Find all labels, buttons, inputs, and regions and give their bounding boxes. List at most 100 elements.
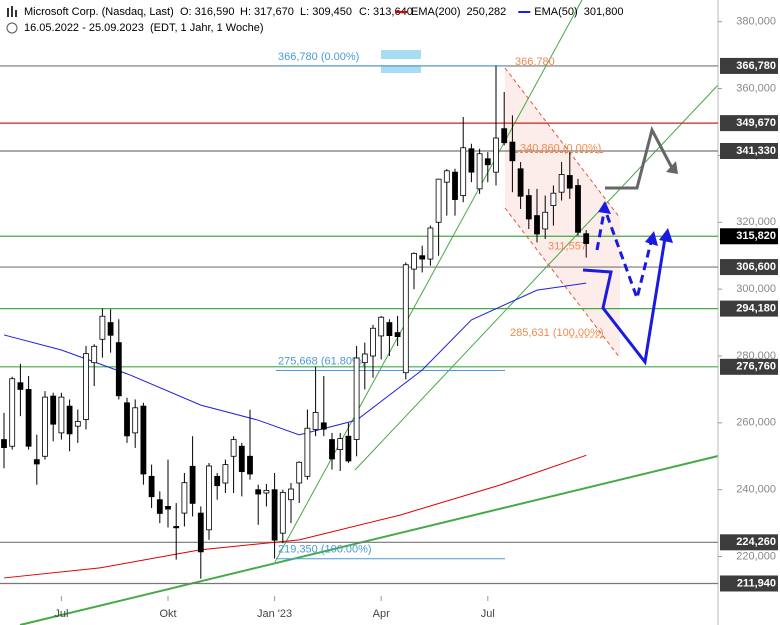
candle-body bbox=[542, 211, 549, 230]
y-tick-label: 300,000 bbox=[736, 283, 776, 295]
level-label: 294,180 bbox=[736, 302, 776, 314]
candle-body bbox=[402, 264, 409, 374]
candle-body bbox=[493, 137, 499, 173]
level-label: 341,330 bbox=[736, 145, 776, 157]
annotation: 366,780 (0.00%) bbox=[278, 51, 359, 63]
marker bbox=[381, 66, 421, 73]
candle-body bbox=[99, 315, 106, 340]
channel-fill bbox=[505, 68, 620, 358]
arrow bbox=[582, 237, 667, 366]
legend-name: EMA(200) bbox=[411, 6, 461, 18]
candle-body bbox=[566, 175, 573, 189]
annotation: 340,860 (0.00%) bbox=[520, 142, 601, 154]
x-tick-label: Okt bbox=[159, 608, 176, 620]
candle-body bbox=[525, 195, 532, 220]
candle-body bbox=[255, 489, 262, 495]
level-box bbox=[720, 228, 778, 245]
candle-body bbox=[476, 153, 483, 190]
drawings bbox=[19, 0, 719, 625]
annotation: 366,780 bbox=[515, 56, 555, 68]
candle-body bbox=[74, 421, 81, 427]
candle-body bbox=[312, 412, 319, 430]
y-tick-label: 380,000 bbox=[736, 16, 776, 28]
level-box bbox=[720, 534, 778, 551]
y-tick-label: 320,000 bbox=[736, 216, 776, 228]
ema-line bbox=[3, 282, 587, 436]
ohlc: C: 313,640 bbox=[359, 6, 413, 18]
level-box bbox=[720, 575, 778, 592]
icon bbox=[6, 22, 18, 34]
candle-body bbox=[33, 459, 40, 465]
legend-name: EMA(50) bbox=[534, 6, 577, 18]
trend-line bbox=[19, 455, 719, 625]
candle-body bbox=[583, 233, 590, 244]
candle-body bbox=[296, 461, 303, 484]
level-label: 224,260 bbox=[736, 536, 776, 548]
candle-body bbox=[83, 353, 89, 420]
header: Microsoft Corp. (Nasdaq, Last) O: 316,59… bbox=[0, 0, 623, 36]
candle-body bbox=[427, 227, 434, 260]
icon bbox=[7, 8, 9, 17]
ema-line bbox=[3, 454, 587, 579]
candle-body bbox=[419, 255, 426, 260]
legend-value: 250,282 bbox=[467, 6, 507, 18]
candle-body bbox=[550, 192, 557, 206]
arrow-head bbox=[666, 161, 678, 174]
candle-body bbox=[148, 475, 155, 498]
arrow bbox=[595, 211, 606, 251]
candle-body bbox=[558, 174, 565, 193]
candle-body bbox=[91, 345, 98, 364]
candle-body bbox=[501, 128, 508, 144]
candle-body bbox=[230, 439, 237, 457]
candle-body bbox=[329, 439, 335, 460]
level-label: 366,780 bbox=[736, 60, 776, 72]
candle-body bbox=[517, 168, 524, 197]
ohlc: H: 317,670 bbox=[240, 6, 294, 18]
x-tick-label: Apr bbox=[373, 608, 390, 620]
candle-body bbox=[222, 464, 229, 484]
level-box bbox=[720, 259, 778, 276]
ohlc: O: 316,590 bbox=[180, 6, 234, 18]
candle-body bbox=[124, 402, 130, 437]
marker bbox=[381, 50, 421, 59]
channel-line bbox=[504, 207, 621, 359]
annotation: 219,350 (100.00%) bbox=[278, 544, 372, 556]
candle-body bbox=[165, 506, 171, 510]
candle-body bbox=[279, 491, 286, 534]
level-label: 306,600 bbox=[736, 261, 776, 273]
level-label: 315,820 bbox=[736, 230, 776, 242]
candle-body bbox=[320, 422, 327, 430]
candle-body bbox=[263, 489, 270, 494]
subtitle-note: (EDT, 1 Jahr, 1 Woche) bbox=[150, 22, 264, 34]
level-box bbox=[720, 300, 778, 317]
arrow-head bbox=[645, 231, 658, 246]
candle-body bbox=[460, 147, 467, 196]
candle-body bbox=[288, 488, 294, 501]
candle-body bbox=[50, 395, 57, 425]
candle-body bbox=[411, 252, 417, 270]
candle-body bbox=[156, 499, 163, 514]
candle-body bbox=[66, 405, 73, 435]
candle-body bbox=[173, 526, 180, 529]
y-tick-label: 260,000 bbox=[736, 417, 776, 429]
candle-body bbox=[484, 158, 491, 166]
x-tick-label: Jan '23 bbox=[257, 608, 292, 620]
x-tick-label: Jul bbox=[481, 608, 495, 620]
y-tick-label: 220,000 bbox=[736, 550, 776, 562]
level-box bbox=[720, 115, 778, 132]
candle-body bbox=[271, 489, 278, 541]
candle-body bbox=[58, 396, 65, 434]
candle-body bbox=[107, 322, 114, 336]
candle-body bbox=[435, 178, 442, 223]
candle-body bbox=[197, 512, 204, 553]
x-tick-label: Jul bbox=[54, 608, 68, 620]
candle-body bbox=[25, 389, 32, 447]
candle-body bbox=[9, 378, 16, 447]
candle-body bbox=[575, 185, 581, 233]
candle-body bbox=[214, 475, 221, 487]
candle-body bbox=[378, 316, 385, 337]
subtitle: 16.05.2022 - 25.09.2023 bbox=[24, 22, 144, 34]
title: Microsoft Corp. (Nasdaq, Last) bbox=[24, 6, 174, 18]
